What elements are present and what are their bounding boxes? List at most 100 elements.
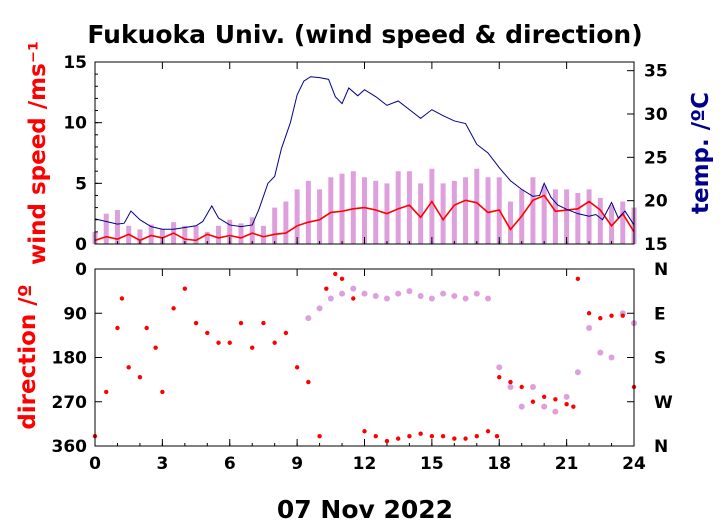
x-tick-label: 12 <box>353 454 377 474</box>
direction-point <box>227 340 232 345</box>
direction-point <box>497 374 502 380</box>
direction-sample-dot <box>574 369 581 376</box>
y-tick-label: 15 <box>63 53 87 73</box>
direction-point <box>463 436 468 441</box>
direction-point <box>115 325 120 331</box>
chart-title: Fukuoka Univ. (wind speed & direction) <box>87 20 642 49</box>
x-tick-label: 3 <box>156 454 168 474</box>
direction-point <box>564 402 569 407</box>
x-tick-label: 21 <box>555 454 579 474</box>
direction-sample-dot <box>395 290 402 297</box>
direction-point <box>294 365 300 370</box>
direction-point <box>586 311 592 316</box>
y2-tick-label: 25 <box>644 148 668 168</box>
direction-point <box>373 433 378 439</box>
direction-point <box>494 433 500 439</box>
direction-sample-dot <box>361 290 368 297</box>
direction-point <box>126 365 131 370</box>
direction-sample-dot <box>451 293 458 300</box>
direction-point <box>485 429 491 434</box>
direction-point <box>440 433 446 439</box>
direction-sample-dot <box>586 325 593 331</box>
direction-point <box>137 374 143 380</box>
compass-label: E <box>654 304 666 324</box>
bottom-y2-ticks: N E S W N <box>627 260 673 457</box>
direction-point <box>553 397 558 402</box>
x-tick-label: 24 <box>622 454 646 474</box>
bottom-y-ticks: 0 90 180 270 360 <box>52 260 102 457</box>
direction-point <box>362 429 367 434</box>
direction-samples-series <box>305 285 637 415</box>
direction-point <box>306 379 311 385</box>
compass-label: N <box>654 260 668 280</box>
direction-sample-dot <box>518 403 525 410</box>
y-tick-label: 360 <box>52 437 88 457</box>
x-tick-label: 18 <box>487 454 511 474</box>
temperature-series <box>94 76 635 230</box>
direction-sample-dot <box>339 290 346 297</box>
wind-speed-series <box>94 194 635 242</box>
y-tick-label: 90 <box>63 304 87 324</box>
y-tick-label: 10 <box>63 114 87 134</box>
direction-point <box>541 394 547 400</box>
direction-point <box>324 286 329 291</box>
direction-point <box>144 325 149 331</box>
direction-sample-dot <box>383 295 390 302</box>
direction-point <box>250 345 255 350</box>
direction-point <box>508 379 513 385</box>
y2-tick-label: 15 <box>644 235 668 255</box>
top-x-ticks <box>94 62 635 244</box>
temperature-line <box>94 76 635 230</box>
direction-sample-dot <box>440 290 447 297</box>
wind-speed-axis-label: wind speed /ms⁻¹ <box>25 41 51 265</box>
direction-point <box>519 384 524 390</box>
direction-point <box>571 404 576 409</box>
direction-point <box>317 433 322 439</box>
y-tick-label: 0 <box>75 260 87 280</box>
direction-point <box>283 330 289 336</box>
direction-sample-dot <box>372 293 379 300</box>
direction-point <box>205 330 210 336</box>
direction-point <box>182 286 188 291</box>
direction-sample-dot <box>316 305 323 312</box>
direction-sample-dot <box>417 293 424 300</box>
y-tick-label: 5 <box>75 174 87 194</box>
compass-label: N <box>654 437 668 457</box>
compass-label: W <box>654 393 673 413</box>
x-tick-label: 0 <box>89 454 101 474</box>
direction-point <box>452 436 457 441</box>
direction-point <box>530 399 536 404</box>
y-tick-label: 270 <box>52 393 88 413</box>
x-tick-label: 9 <box>291 454 303 474</box>
bottom-x-ticks: 0 3 6 9 12 15 18 21 24 <box>89 269 646 474</box>
direction-sample-dot <box>473 290 480 297</box>
direction-point <box>418 431 423 436</box>
direction-point <box>620 313 625 318</box>
direction-sample-dot <box>406 288 413 295</box>
gust-range-series <box>92 168 637 244</box>
direction-axis-label: direction /º <box>15 284 41 429</box>
top-y2-ticks: 15 20 25 30 35 <box>627 62 668 255</box>
direction-point <box>339 276 345 282</box>
y2-tick-label: 35 <box>644 62 668 82</box>
direction-sample-dot <box>428 295 435 302</box>
direction-point <box>384 438 390 444</box>
direction-sample-dot <box>608 354 615 361</box>
direction-point <box>104 389 109 395</box>
wind-speed-line <box>94 194 635 242</box>
direction-point <box>216 340 221 345</box>
direction-point <box>474 433 479 439</box>
direction-point <box>238 320 244 326</box>
y2-tick-label: 20 <box>644 192 668 212</box>
direction-point <box>272 340 277 345</box>
direction-point <box>395 436 401 441</box>
direction-point <box>193 320 199 326</box>
direction-point <box>609 313 614 318</box>
direction-point <box>407 433 412 439</box>
direction-sample-dot <box>507 384 514 390</box>
y-tick-label: 180 <box>52 349 88 369</box>
direction-sample-dot <box>305 315 312 322</box>
direction-sample-dot <box>597 349 604 356</box>
direction-point <box>351 296 356 301</box>
